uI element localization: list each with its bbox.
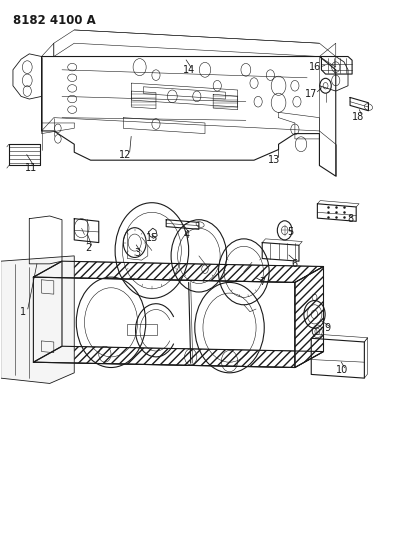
Polygon shape (33, 261, 323, 282)
Bar (127, 324, 156, 335)
Text: 10: 10 (335, 365, 347, 375)
Text: 7: 7 (258, 278, 265, 287)
Text: 11: 11 (25, 163, 37, 173)
Text: 3: 3 (134, 248, 140, 258)
Text: 18: 18 (351, 111, 364, 122)
Text: 1: 1 (20, 306, 26, 317)
Text: 8182 4100 A: 8182 4100 A (13, 14, 95, 27)
Text: 14: 14 (182, 65, 194, 75)
Text: 2: 2 (85, 243, 92, 253)
Polygon shape (1, 256, 74, 383)
Text: 5: 5 (287, 227, 293, 237)
Text: 12: 12 (119, 150, 131, 160)
Polygon shape (294, 266, 323, 368)
Polygon shape (33, 346, 323, 368)
Text: 8: 8 (346, 214, 352, 224)
Text: 4: 4 (183, 230, 189, 240)
Text: 16: 16 (308, 62, 321, 72)
Text: 15: 15 (145, 233, 158, 244)
Text: 17: 17 (304, 88, 317, 99)
Text: 9: 9 (324, 322, 330, 333)
Text: 6: 6 (291, 259, 297, 269)
Text: 13: 13 (267, 155, 280, 165)
